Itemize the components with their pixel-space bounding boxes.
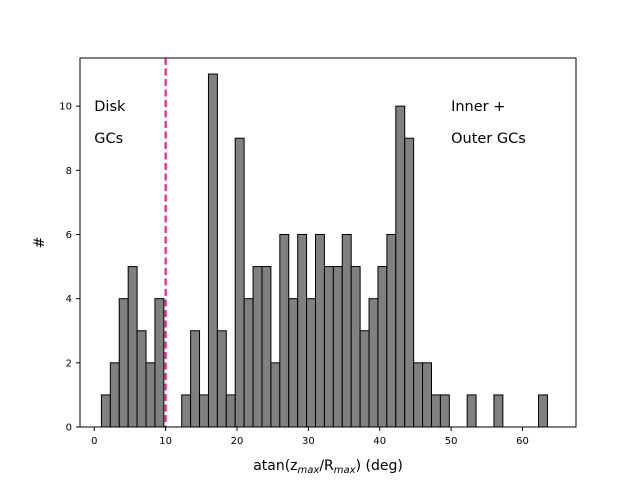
histogram-bar [234, 137, 245, 428]
histogram-bar [270, 362, 281, 428]
x-axis-label-part: ) (deg) [356, 458, 403, 474]
histogram-bar [225, 394, 236, 428]
annotation-text: Disk [94, 99, 126, 115]
histogram-bar [136, 330, 147, 428]
histogram-bar [341, 233, 352, 428]
x-tick-label: 60 [516, 436, 529, 447]
annotation-text: GCs [94, 131, 123, 147]
histogram-bar [199, 394, 209, 428]
x-tick-label: 50 [445, 436, 458, 447]
y-tick-label: 2 [66, 358, 72, 369]
histogram-bar [261, 266, 272, 428]
x-axis-label-subscript: max [298, 465, 320, 476]
histogram-bar [207, 73, 218, 428]
histogram-bar [181, 394, 192, 428]
histogram-bar [127, 266, 138, 428]
histogram-bar [538, 394, 548, 428]
x-tick-label: 0 [91, 436, 97, 447]
histogram-bar [190, 330, 201, 428]
histogram-bar [109, 362, 120, 428]
y-tick-label: 4 [66, 294, 72, 305]
x-axis-label-part: atan(z [253, 458, 297, 474]
histogram-bar [493, 394, 504, 428]
histogram-bar [323, 266, 334, 428]
histogram-bar [368, 298, 379, 428]
histogram-bar [359, 330, 370, 428]
histogram-bar [252, 266, 263, 428]
histogram-bar [145, 362, 156, 428]
histogram-bar [306, 298, 317, 428]
y-tick-label: 0 [66, 423, 72, 434]
histogram-bar [332, 266, 343, 428]
histogram-bar [243, 298, 254, 428]
histogram-bar [386, 233, 397, 428]
histogram-bar [404, 137, 415, 428]
histogram-bar [430, 394, 441, 428]
histogram-bar [297, 233, 308, 428]
histogram-bar [350, 266, 361, 428]
plot-frame [79, 57, 577, 428]
annotations-group: Disk GCs Inner + Outer GCs [94, 99, 526, 147]
x-tick-label: 10 [159, 436, 172, 447]
x-axis-label-part: /R [319, 458, 334, 474]
y-tick-label: 10 [59, 102, 72, 113]
histogram-bar [100, 394, 111, 428]
x-axis-label-subscript: max [334, 465, 356, 476]
x-tick-label: 30 [302, 436, 315, 447]
histogram-bar [413, 362, 424, 428]
histogram-bar [315, 233, 325, 428]
histogram-bar [118, 298, 129, 428]
annotation-text: Outer GCs [451, 131, 526, 147]
histogram-bar [422, 362, 432, 428]
histogram-bar [216, 330, 227, 428]
histogram-bar [439, 394, 450, 428]
histogram-bar [395, 105, 406, 428]
x-tick-label: 20 [231, 436, 244, 447]
x-axis-ticks: 0 10 20 30 40 50 60 [91, 427, 529, 447]
y-axis-ticks: 0 2 4 6 8 10 [59, 102, 80, 434]
histogram-bar [288, 298, 299, 428]
x-tick-label: 40 [373, 436, 386, 447]
annotation-text: Inner + [451, 99, 505, 115]
histogram-bar [466, 394, 477, 428]
y-axis-label: # [32, 237, 48, 249]
histogram-bar [377, 266, 388, 428]
histogram-bar [279, 233, 290, 428]
y-tick-label: 8 [66, 166, 72, 177]
y-tick-label: 6 [66, 230, 72, 241]
x-axis-label: atan(zmax/Rmax) (deg) [253, 458, 403, 476]
histogram-bar [154, 298, 165, 428]
